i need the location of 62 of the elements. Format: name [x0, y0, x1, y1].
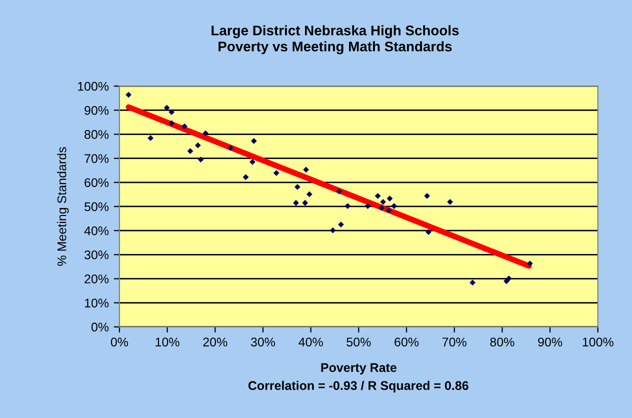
x-tick-label: 20%: [203, 338, 228, 346]
point: [330, 227, 336, 234]
point: [242, 174, 249, 180]
x-tick-label: 70%: [442, 338, 466, 346]
y-tick-label: 80%: [84, 130, 109, 139]
point: [126, 92, 132, 98]
point: [364, 203, 371, 209]
point: [168, 120, 175, 126]
point: [293, 200, 299, 206]
point: [424, 192, 430, 199]
y-tick-label: 100%: [78, 82, 109, 91]
y-tick-label: 90%: [84, 106, 109, 115]
point: [273, 170, 280, 176]
x-tick-label: 100%: [582, 338, 614, 346]
point: [302, 200, 308, 206]
point: [386, 196, 393, 202]
y-tick-label: 40%: [84, 226, 109, 236]
point: [198, 156, 204, 162]
point: [338, 222, 344, 228]
point: [227, 145, 234, 151]
x-tick-label: 80%: [490, 338, 514, 346]
point: [164, 104, 170, 111]
x-tick-label: 40%: [298, 338, 323, 346]
y-tick-label: 60%: [84, 178, 109, 188]
point: [506, 276, 512, 282]
point: [447, 198, 453, 205]
x-tick-label: 30%: [250, 338, 276, 346]
point: [168, 109, 175, 116]
y-axis-title: % Meeting Standards: [57, 147, 69, 266]
x-tick-label: 60%: [394, 338, 419, 346]
point: [526, 260, 533, 266]
x-tick-label: 90%: [538, 338, 562, 346]
point: [250, 138, 257, 144]
x-tick-label: 0%: [110, 338, 128, 346]
point: [148, 135, 154, 142]
point: [303, 166, 309, 173]
point: [336, 188, 342, 194]
y-tick-label: 50%: [84, 202, 109, 212]
point: [344, 203, 351, 209]
point: [378, 204, 385, 211]
text: Correlation = -0.93 / R Squared = 0.86: [248, 380, 468, 392]
point: [187, 148, 194, 154]
y-tick-label: 30%: [84, 250, 109, 260]
point: [470, 280, 476, 286]
point: [386, 207, 392, 214]
y-tick-label: 0%: [91, 322, 109, 332]
x-axis-title: Poverty Rate: [321, 363, 396, 374]
point: [294, 184, 300, 190]
x-tick-label: 10%: [156, 338, 180, 346]
y-tick-label: 20%: [84, 274, 109, 284]
point: [391, 203, 398, 209]
point: [380, 198, 386, 205]
point: [194, 142, 201, 148]
point: [374, 192, 381, 199]
x-tick-label: 50%: [346, 338, 371, 346]
y-tick-label: 70%: [84, 154, 109, 163]
point: [250, 159, 256, 165]
y-tick-label: 10%: [84, 298, 109, 308]
point: [182, 123, 188, 130]
chart-title: Large District Nebraska High Schools Poverty vs Meeting Math Standards: [212, 25, 459, 54]
point: [202, 130, 209, 136]
point: [306, 191, 312, 198]
